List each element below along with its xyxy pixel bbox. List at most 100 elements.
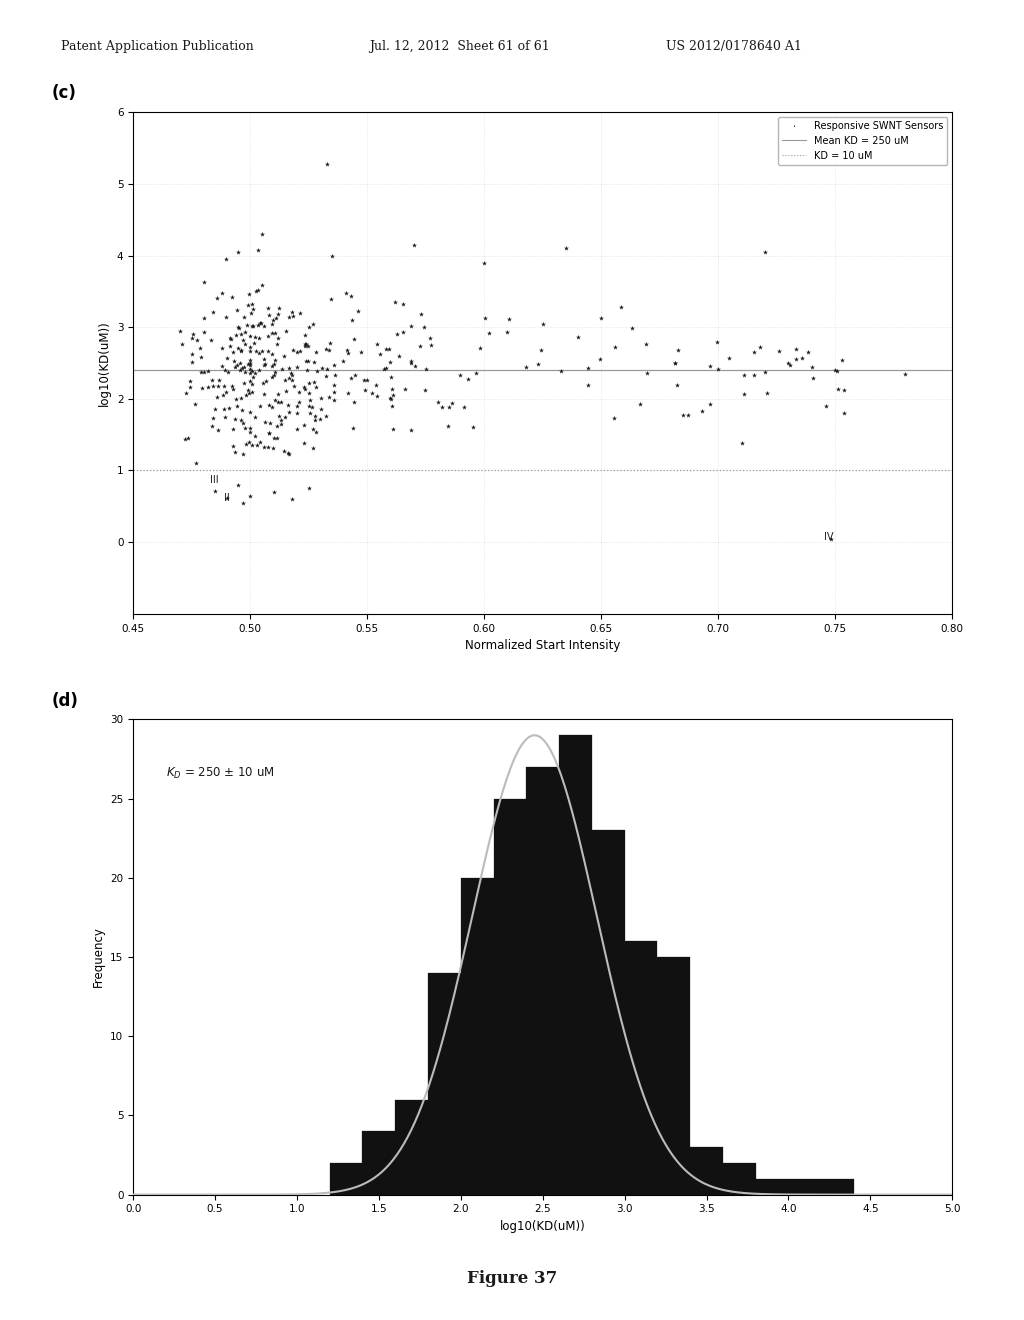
Point: [308, 342, 325, 363]
Point: [395, 293, 412, 314]
Point: [264, 322, 281, 343]
Point: [296, 414, 312, 436]
Point: [313, 399, 330, 420]
Point: [250, 314, 266, 335]
Point: [381, 338, 397, 359]
Point: [701, 356, 718, 378]
Point: [297, 378, 313, 399]
Bar: [494, 799, 526, 1195]
Point: [234, 492, 251, 513]
Point: [188, 329, 205, 350]
Point: [172, 321, 188, 342]
Bar: [592, 830, 625, 1195]
Point: [285, 364, 301, 385]
Point: [299, 350, 315, 371]
Point: [215, 399, 231, 420]
Point: [836, 379, 852, 400]
Point: [210, 420, 226, 441]
Point: [402, 315, 419, 337]
Point: [532, 339, 549, 360]
Point: [804, 356, 820, 378]
Point: [194, 347, 210, 368]
Point: [266, 350, 283, 371]
Point: [378, 358, 394, 379]
Point: [326, 354, 342, 375]
Point: [267, 322, 284, 343]
Point: [313, 358, 330, 379]
Point: [745, 342, 762, 363]
Point: [214, 355, 230, 376]
Point: [242, 341, 258, 362]
X-axis label: Normalized Start Intensity: Normalized Start Intensity: [465, 639, 621, 652]
Point: [252, 313, 268, 334]
Bar: [625, 941, 657, 1195]
Point: [240, 380, 256, 401]
Point: [357, 379, 374, 400]
Point: [324, 246, 340, 267]
Point: [402, 420, 419, 441]
Bar: [395, 1100, 428, 1195]
Point: [299, 335, 315, 356]
Point: [439, 416, 456, 437]
Point: [182, 376, 199, 397]
Point: [240, 314, 256, 335]
Point: [781, 354, 798, 375]
Point: [242, 350, 258, 371]
Point: [752, 337, 768, 358]
Point: [225, 418, 242, 440]
Point: [264, 310, 281, 331]
Point: [174, 334, 190, 355]
Point: [289, 403, 305, 424]
Point: [701, 393, 718, 414]
Point: [836, 403, 852, 424]
Point: [281, 367, 297, 388]
Point: [423, 335, 439, 356]
Point: [284, 370, 300, 391]
Point: [184, 327, 201, 348]
Point: [179, 428, 196, 449]
Point: [667, 352, 683, 374]
Point: [317, 405, 334, 426]
Point: [301, 317, 317, 338]
Point: [787, 348, 804, 370]
Point: [260, 422, 276, 444]
Point: [319, 153, 336, 174]
Point: [242, 355, 258, 376]
Point: [368, 375, 384, 396]
Point: [312, 387, 329, 408]
Point: [406, 234, 422, 255]
Point: [553, 360, 569, 381]
Bar: [821, 1179, 854, 1195]
Point: [260, 436, 276, 457]
Point: [278, 370, 294, 391]
Point: [387, 292, 403, 313]
Bar: [788, 1179, 821, 1195]
Point: [278, 380, 294, 401]
Point: [269, 391, 286, 412]
Point: [624, 318, 640, 339]
Legend: Responsive SWNT Sensors, Mean KD = 250 uM, KD = 10 uM: Responsive SWNT Sensors, Mean KD = 250 u…: [778, 117, 947, 165]
Point: [183, 343, 200, 364]
Point: [222, 335, 239, 356]
Point: [186, 393, 203, 414]
Point: [326, 389, 342, 411]
Point: [242, 432, 258, 453]
Point: [710, 358, 726, 379]
Text: Jul. 12, 2012  Sheet 61 of 61: Jul. 12, 2012 Sheet 61 of 61: [369, 40, 550, 53]
Point: [197, 308, 213, 329]
Point: [242, 422, 258, 444]
Point: [265, 437, 282, 458]
Point: [319, 358, 336, 379]
Point: [218, 306, 234, 327]
Point: [382, 387, 398, 408]
Point: [257, 354, 273, 375]
Point: [301, 383, 317, 404]
Point: [254, 341, 270, 362]
Point: [372, 343, 388, 364]
Bar: [690, 1147, 723, 1195]
Point: [669, 375, 685, 396]
Point: [241, 284, 257, 305]
Point: [350, 301, 367, 322]
Point: [185, 323, 202, 345]
Point: [239, 433, 255, 454]
